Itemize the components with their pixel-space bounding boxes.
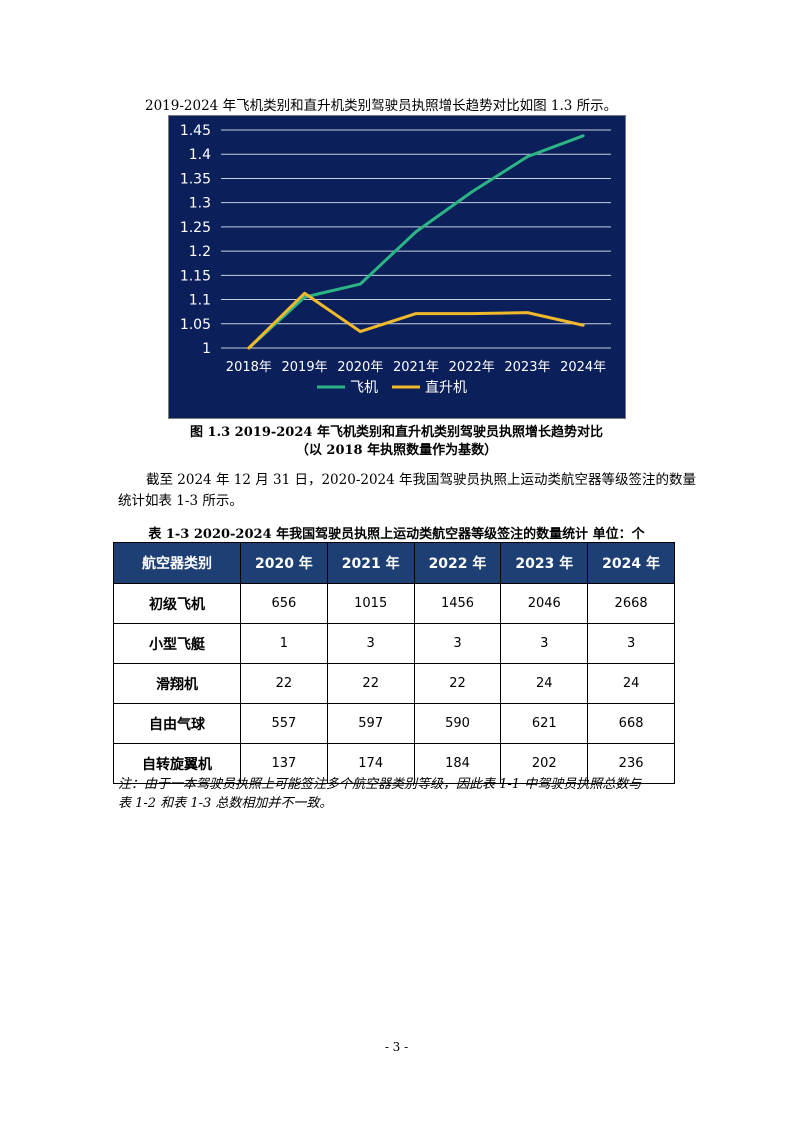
table-cell: 22 bbox=[240, 663, 328, 704]
x-tick-label: 2019年 bbox=[282, 360, 328, 375]
y-tick-label: 1.35 bbox=[180, 171, 211, 187]
y-tick-label: 1.2 bbox=[189, 244, 211, 260]
y-tick-label: 1 bbox=[202, 341, 211, 357]
legend-label: 飞机 bbox=[350, 380, 378, 396]
table-cell: 557 bbox=[240, 703, 328, 744]
x-tick-label: 2021年 bbox=[393, 360, 439, 375]
table-cell: 236 bbox=[587, 743, 675, 784]
page-number: - 3 - bbox=[384, 1040, 409, 1054]
footnote-line: 注：由于一本驾驶员执照上可能签注多个航空器类别等级，因此表 1-1 中驾驶员执照… bbox=[118, 777, 642, 792]
growth-trend-chart: 1 1.05 1.1 1.15 1.2 1.25 1.3 1.35 1.4 1.45 2018年 20… bbox=[168, 115, 626, 419]
table-cell: 1456 bbox=[413, 583, 502, 624]
table-cell: 2668 bbox=[587, 583, 675, 624]
footnote-line: 表 1-2 和表 1-3 总数相加并不一致。 bbox=[118, 796, 333, 811]
row-label: 自转旋翼机 bbox=[113, 743, 241, 784]
y-tick-label: 1.25 bbox=[180, 220, 211, 236]
table-header-row: 航空器类别 2020 年 2021 年 2022 年 2023 年 2024 年 bbox=[113, 542, 675, 584]
series-line bbox=[247, 291, 585, 350]
row-label: 滑翔机 bbox=[113, 663, 241, 704]
table-cell: 597 bbox=[326, 703, 415, 744]
x-tick-label: 2022年 bbox=[449, 360, 495, 375]
table-row: 滑翔机 22 22 22 24 24 bbox=[113, 663, 675, 704]
table-cell: 3 bbox=[587, 623, 675, 664]
y-tick-label: 1.3 bbox=[189, 196, 211, 212]
y-tick-label: 1.05 bbox=[180, 317, 211, 333]
line-chart-svg: 1 1.05 1.1 1.15 1.2 1.25 1.3 1.35 1.4 1.45 2018年 20… bbox=[180, 123, 611, 396]
table-cell: 184 bbox=[413, 743, 502, 784]
figure-caption: 图 1.3 2019-2024 年飞机类别和直升机类别驾驶员执照增长趋势对比 bbox=[190, 425, 603, 440]
row-label: 小型飞艇 bbox=[113, 623, 241, 664]
table-row: 初级飞机 656 1015 1456 2046 2668 bbox=[113, 583, 675, 624]
table-row: 小型飞艇 1 3 3 3 3 bbox=[113, 623, 675, 664]
header-cell: 2020 年 bbox=[240, 542, 328, 584]
paragraph-line: 统计如表 1-3 所示。 bbox=[118, 493, 243, 509]
table-cell: 22 bbox=[413, 663, 502, 704]
body-paragraph: 截至 2024 年 12 月 31 日，2020-2024 年我国驾驶员执照上运… bbox=[118, 470, 697, 512]
table-row: 自由气球 557 597 590 621 668 bbox=[113, 703, 675, 744]
y-tick-label: 1.15 bbox=[180, 268, 211, 284]
table-cell: 174 bbox=[326, 743, 415, 784]
y-tick-label: 1.1 bbox=[189, 293, 211, 309]
x-tick-label: 2018年 bbox=[226, 360, 272, 375]
x-tick-label: 2020年 bbox=[337, 360, 383, 375]
row-label: 初级飞机 bbox=[113, 583, 241, 624]
figure-caption-note: （以 2018 年执照数量作为基数） bbox=[295, 443, 498, 458]
table-cell: 202 bbox=[500, 743, 589, 784]
table-cell: 3 bbox=[326, 623, 415, 664]
aircraft-rating-table: 航空器类别 2020 年 2021 年 2022 年 2023 年 2024 年… bbox=[113, 542, 675, 784]
table-title: 表 1-3 2020-2024 年我国驾驶员执照上运动类航空器等级签注的数量统计… bbox=[148, 527, 645, 542]
table-row: 自转旋翼机 137 174 184 202 236 bbox=[113, 743, 675, 784]
table-cell: 3 bbox=[413, 623, 502, 664]
x-tick-label: 2024年 bbox=[560, 360, 606, 375]
table-cell: 590 bbox=[413, 703, 502, 744]
y-tick-label: 1.45 bbox=[180, 123, 211, 139]
table-cell: 2046 bbox=[500, 583, 589, 624]
table-cell: 656 bbox=[240, 583, 328, 624]
table-cell: 3 bbox=[500, 623, 589, 664]
x-tick-label: 2023年 bbox=[504, 360, 550, 375]
intro-text: 2019-2024 年飞机类别和直升机类别驾驶员执照增长趋势对比如图 1.3 所… bbox=[145, 98, 618, 114]
table-cell: 137 bbox=[240, 743, 328, 784]
legend-label: 直升机 bbox=[425, 379, 467, 396]
table-cell: 24 bbox=[500, 663, 589, 704]
paragraph-line: 截至 2024 年 12 月 31 日，2020-2024 年我国驾驶员执照上运… bbox=[146, 472, 697, 488]
table-cell: 22 bbox=[326, 663, 415, 704]
series-line bbox=[247, 134, 585, 350]
header-cell: 2024 年 bbox=[587, 542, 675, 584]
row-label: 自由气球 bbox=[113, 703, 241, 744]
header-cell: 2023 年 bbox=[500, 542, 589, 584]
table-cell: 1 bbox=[240, 623, 328, 664]
table-cell: 24 bbox=[587, 663, 675, 704]
header-cell: 航空器类别 bbox=[113, 542, 241, 584]
table-cell: 1015 bbox=[326, 583, 415, 624]
header-cell: 2021 年 bbox=[326, 542, 415, 584]
table-footnote: 注：由于一本驾驶员执照上可能签注多个航空器类别等级，因此表 1-1 中驾驶员执照… bbox=[118, 775, 680, 813]
y-tick-label: 1.4 bbox=[189, 147, 211, 163]
table-cell: 621 bbox=[500, 703, 589, 744]
table-cell: 668 bbox=[587, 703, 675, 744]
header-cell: 2022 年 bbox=[413, 542, 502, 584]
